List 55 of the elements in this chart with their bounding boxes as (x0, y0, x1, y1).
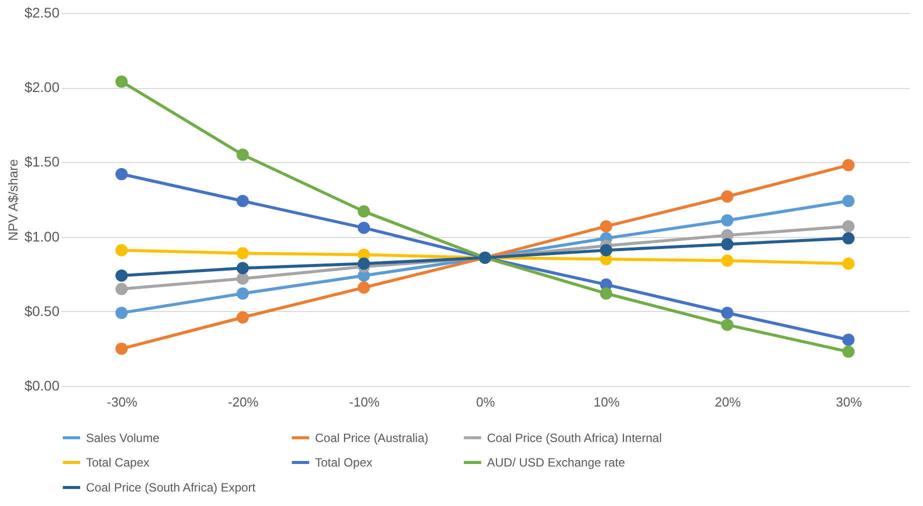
legend-label: Total Opex (315, 456, 372, 470)
point (721, 306, 734, 320)
legend-label: Coal Price (South Africa) Export (86, 480, 256, 494)
legend-label: Coal Price (Australia) (315, 430, 428, 445)
x-tick-label: -30% (106, 394, 138, 410)
x-tick-label: 30% (836, 394, 862, 410)
point (115, 282, 128, 296)
point (236, 148, 249, 161)
legend-label: Total Capex (86, 456, 150, 470)
point (236, 194, 249, 208)
point (842, 334, 855, 346)
point (842, 258, 855, 270)
x-tick-label: 20% (714, 394, 742, 410)
point (115, 269, 128, 282)
point (236, 311, 249, 324)
y-tick-label: $1.00 (24, 228, 60, 244)
x-tick-label: -20% (228, 394, 259, 410)
point (721, 318, 734, 331)
legend-label: Coal Price (South Africa) Internal (487, 430, 662, 445)
point (842, 159, 855, 172)
point (115, 342, 128, 355)
point (600, 287, 612, 300)
x-tick-label: -10% (349, 394, 380, 410)
point (721, 254, 734, 267)
point (358, 205, 370, 218)
point (842, 232, 855, 244)
point (358, 281, 370, 294)
point (358, 258, 370, 270)
point (842, 194, 855, 208)
point (115, 168, 128, 180)
y-tick-label: $0.00 (24, 378, 60, 394)
legend-label: Sales Volume (86, 430, 160, 445)
y-tick-label: $0.50 (24, 302, 60, 319)
point (236, 262, 249, 274)
point (600, 244, 612, 256)
point (721, 190, 734, 203)
y-axis-title: NPV A$/share (5, 159, 20, 241)
point (721, 238, 734, 250)
point (115, 76, 128, 88)
point (115, 244, 128, 256)
x-tick-label: 10% (594, 394, 620, 410)
point (721, 214, 734, 226)
y-tick-label: $1.50 (24, 154, 60, 170)
point (358, 222, 370, 234)
y-tick-label: $2.50 (24, 4, 60, 20)
x-tick-label: 0% (476, 394, 496, 410)
y-tick-label: $2.00 (24, 79, 60, 96)
point (236, 272, 249, 285)
point (115, 306, 128, 320)
point (842, 346, 855, 358)
point (236, 247, 249, 260)
point (236, 287, 249, 300)
point (842, 220, 855, 232)
legend-label: AUD/ USD Exchange rate (487, 456, 626, 470)
point (600, 220, 612, 232)
